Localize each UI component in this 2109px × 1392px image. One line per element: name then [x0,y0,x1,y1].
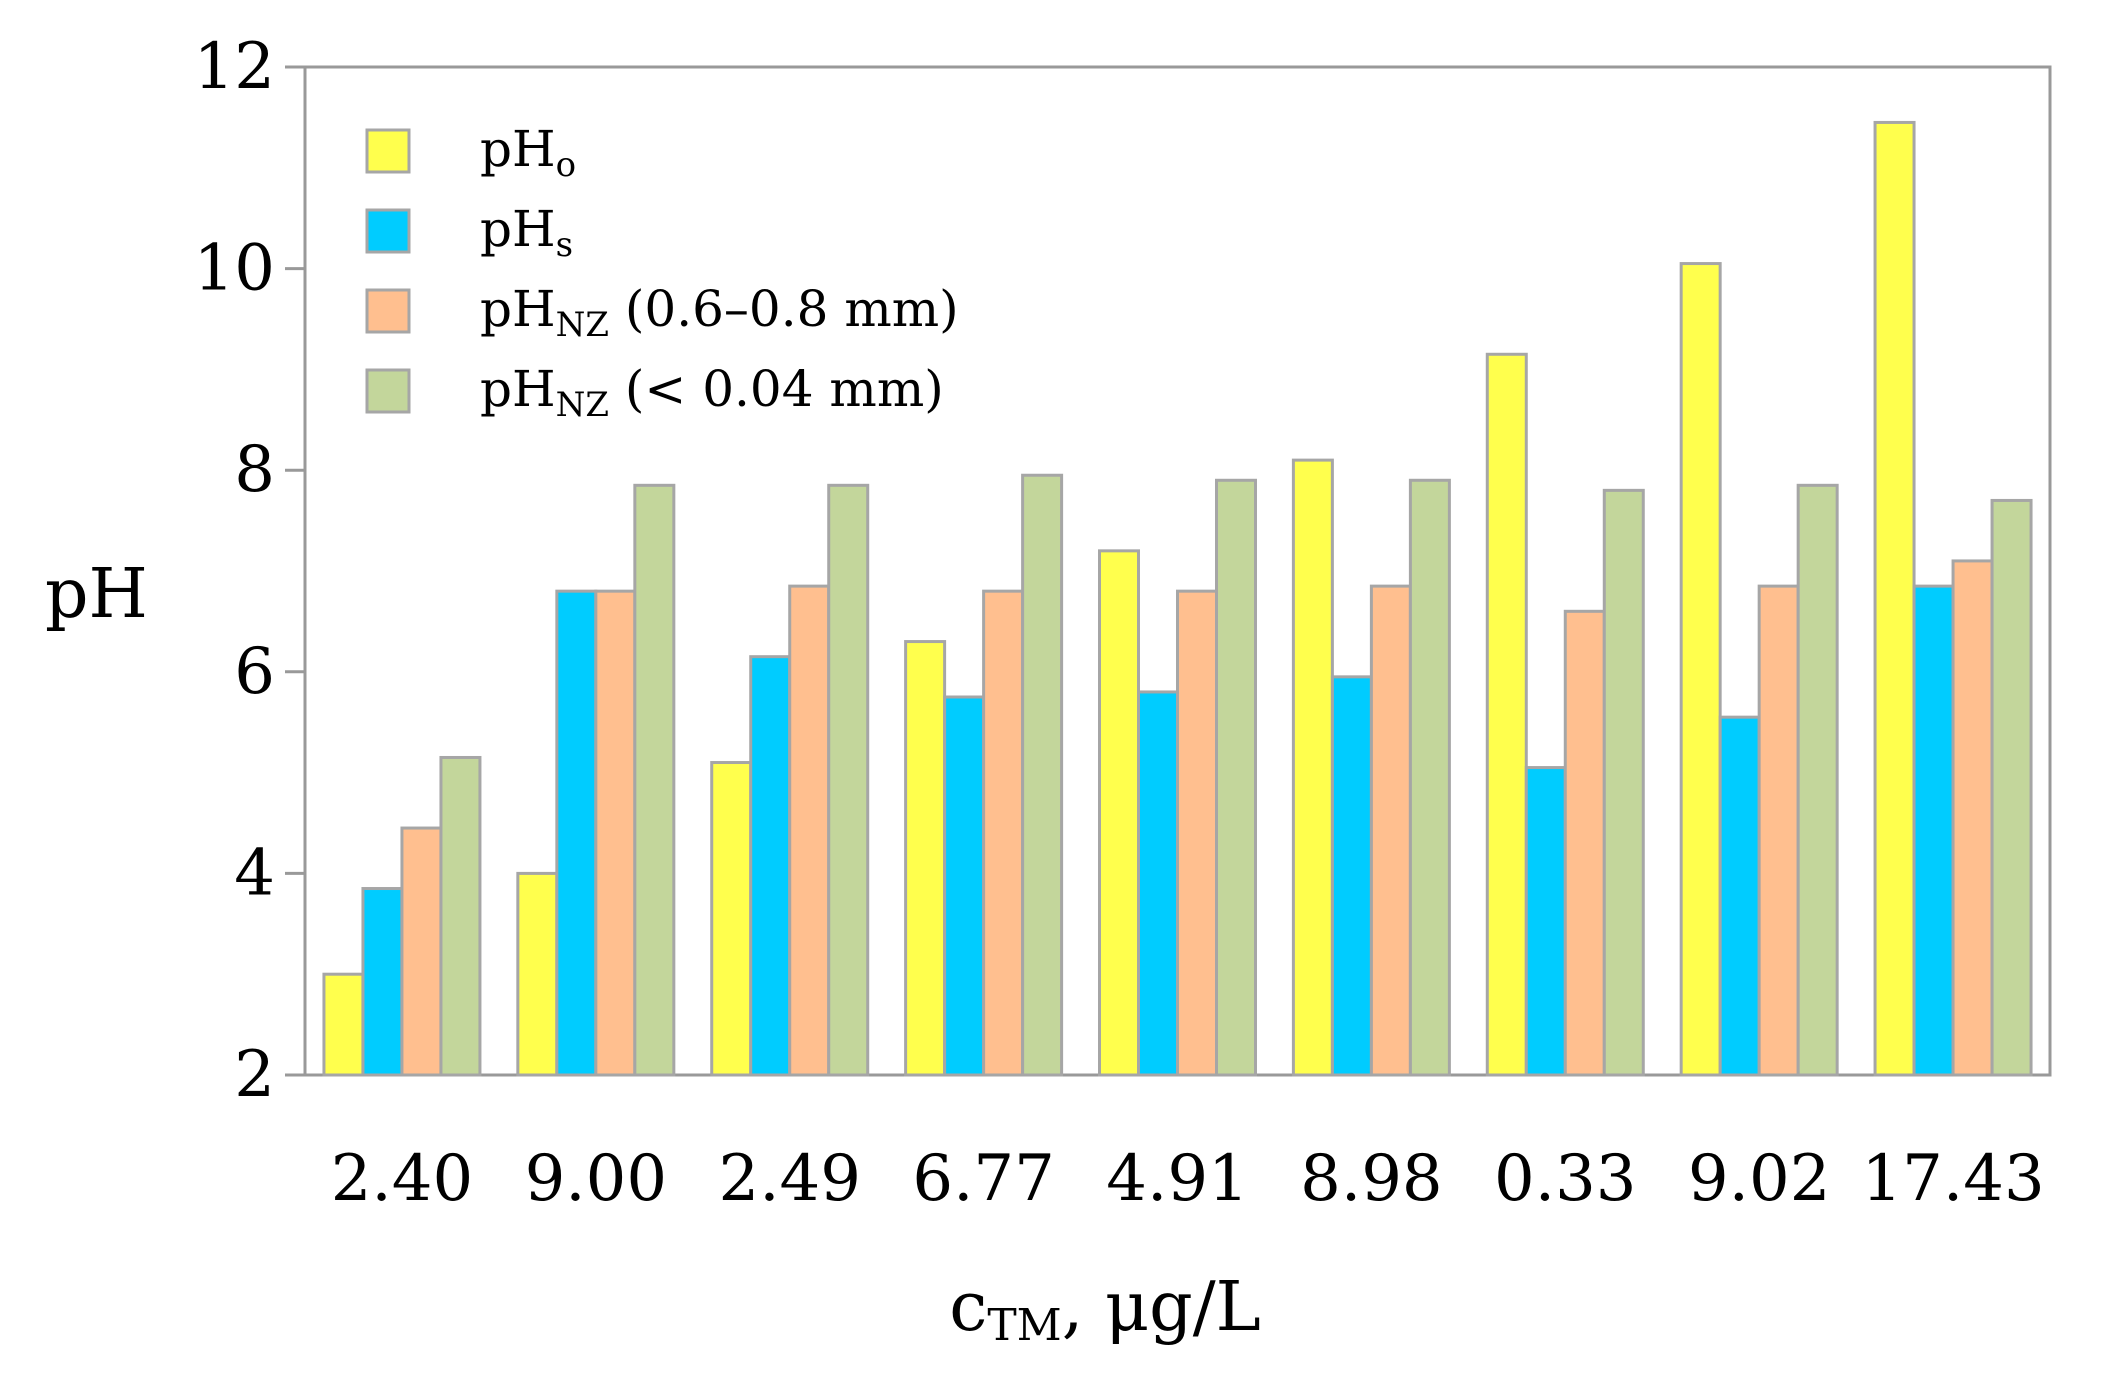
bar-4-0 [1098,549,1140,1077]
bar-1-1 [555,589,598,1077]
legend-swatch [365,208,411,254]
legend-label: pHNZ (< 0.04 mm) [480,360,944,425]
bar-5-0 [1291,458,1334,1077]
bar-7-0 [1679,262,1722,1077]
legend-label: pHs [480,200,573,265]
bar-3-0 [904,640,947,1077]
bar-6-3 [1602,488,1645,1077]
x-axis-title: cTM, μg/L [949,1268,1261,1351]
x-tick-label: 8.98 [1300,1142,1443,1216]
legend-label: pHNZ (0.6–0.8 mm) [480,280,959,345]
legend-label-suffix: (< 0.04 mm) [609,360,944,418]
y-tick-label: 12 [194,30,275,104]
y-tick-label: 8 [234,433,275,507]
legend-label-main: pH [480,120,556,178]
x-tick-label: 6.77 [912,1142,1055,1216]
x-axis-title-main: c [949,1268,987,1347]
bar-0-1 [361,887,404,1077]
bar-2-1 [749,655,792,1077]
bar-8-3 [1990,498,2033,1077]
bar-7-3 [1796,483,1839,1077]
bar-8-2 [1951,559,1994,1077]
legend-swatch [365,128,411,174]
bar-3-2 [982,589,1025,1077]
bar-4-3 [1215,478,1257,1077]
legend-swatch [365,368,411,414]
bar-3-3 [1021,473,1064,1077]
legend-swatch [365,288,411,334]
legend-label-main: pH [480,280,556,338]
bar-5-1 [1330,675,1373,1077]
y-tick-label: 10 [194,232,275,306]
bar-7-2 [1757,584,1800,1077]
x-tick-label: 9.02 [1688,1142,1831,1216]
bar-2-0 [710,761,753,1077]
bar-4-1 [1137,690,1179,1077]
bar-5-2 [1369,584,1412,1077]
bar-0-3 [439,755,482,1077]
bar-1-0 [516,871,559,1077]
bar-6-1 [1524,766,1567,1077]
y-axis: 2 4 6 8 10 12 [194,30,305,1112]
bar-0-0 [322,972,365,1077]
x-tick-label: 17.43 [1861,1142,2044,1216]
bar-8-0 [1873,120,1916,1077]
bar-1-3 [633,483,676,1077]
bar-3-1 [943,695,986,1077]
bar-2-2 [788,584,831,1077]
x-tick-label: 0.33 [1494,1142,1637,1216]
bars-group [322,120,2033,1077]
legend-label-sub: o [556,145,576,185]
legend-label-sub: NZ [556,385,609,425]
y-tick-label: 6 [234,635,275,709]
y-tick-label: 4 [234,836,275,910]
bar-0-2 [400,826,443,1077]
bar-6-0 [1485,352,1528,1077]
x-tick-label: 4.91 [1106,1142,1249,1216]
bar-2-3 [827,483,870,1077]
x-axis-title-sub: TM [987,1300,1061,1351]
bar-6-2 [1563,609,1606,1077]
x-tick-label: 2.40 [331,1142,474,1216]
bar-7-1 [1718,715,1761,1077]
bar-8-1 [1912,584,1955,1077]
y-tick-label: 2 [234,1038,275,1112]
legend-label-sub: NZ [556,305,609,345]
legend-label-main: pH [480,200,556,258]
x-axis-title-suffix: , μg/L [1062,1268,1261,1347]
legend-label: pHo [480,120,576,185]
x-tick-label: 9.00 [525,1142,668,1216]
y-axis-title: pH [45,555,148,634]
legend-label-main: pH [480,360,556,418]
bar-4-2 [1176,589,1218,1077]
x-tick-label: 2.49 [718,1142,861,1216]
bar-5-3 [1408,478,1451,1077]
legend-label-sub: s [556,225,573,265]
legend-label-suffix: (0.6–0.8 mm) [609,280,959,338]
x-axis: 2.40 9.00 2.49 6.77 4.91 8.98 0.33 9.02 17.43 [331,1142,2045,1216]
bar-1-2 [594,589,637,1077]
